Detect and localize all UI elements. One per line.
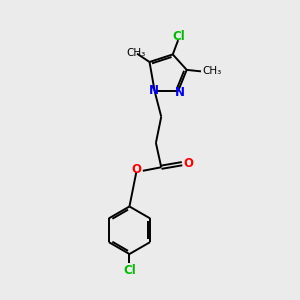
Text: O: O xyxy=(184,157,194,170)
Text: Cl: Cl xyxy=(123,264,136,277)
Text: Cl: Cl xyxy=(172,30,185,43)
Text: N: N xyxy=(175,85,184,99)
Text: CH₃: CH₃ xyxy=(202,66,222,76)
Text: CH₃: CH₃ xyxy=(127,48,146,58)
Text: O: O xyxy=(131,164,141,176)
Text: N: N xyxy=(149,84,159,98)
